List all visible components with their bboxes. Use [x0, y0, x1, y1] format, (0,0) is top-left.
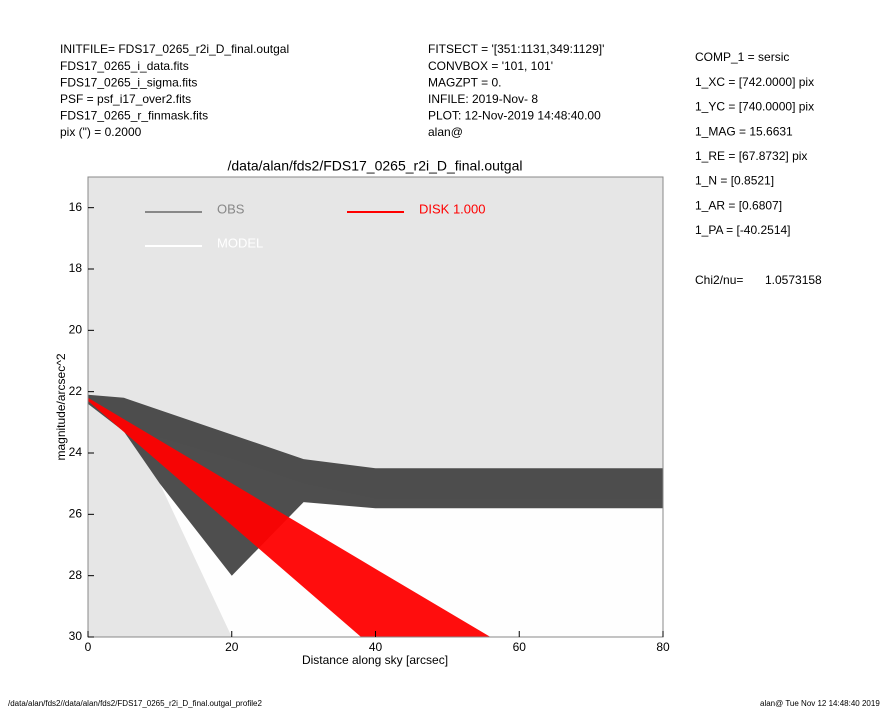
legend-label: OBS: [217, 201, 245, 216]
header-line: MAGZPT = 0.: [428, 75, 501, 89]
footer-path: /data/alan/fds2//data/alan/fds2/FDS17_02…: [8, 699, 263, 708]
x-tick-label: 20: [225, 640, 239, 654]
header-line: pix (") = 0.2000: [60, 125, 142, 139]
fit-parameter: 1_XC = [742.0000] pix: [695, 75, 814, 89]
y-tick-label: 22: [69, 384, 83, 398]
y-tick-label: 26: [69, 507, 83, 521]
x-tick-label: 60: [513, 640, 527, 654]
y-tick-label: 28: [69, 568, 83, 582]
fit-parameter: 1_RE = [67.8732] pix: [695, 149, 807, 163]
header-line: FITSECT = '[351:1131,349:1129]': [428, 42, 604, 56]
fit-parameter: 1_MAG = 15.6631: [695, 124, 793, 138]
y-tick-label: 30: [69, 629, 83, 643]
profile-band: [88, 394, 663, 576]
fit-parameter: 1_PA = [-40.2514]: [695, 223, 791, 237]
header-line: INITFILE= FDS17_0265_r2i_D_final.outgal: [60, 42, 289, 56]
header-line: CONVBOX = '101, 101': [428, 59, 553, 73]
header-line: PSF = psf_i17_over2.fits: [60, 92, 191, 106]
x-tick-label: 80: [656, 640, 670, 654]
header-line: FDS17_0265_r_finmask.fits: [60, 109, 208, 123]
y-tick-label: 16: [69, 200, 83, 214]
chi2-value: 1.0573158: [765, 273, 822, 287]
legend-label: MODEL: [217, 235, 263, 250]
header-line: FDS17_0265_i_sigma.fits: [60, 75, 197, 89]
fit-parameter: 1_N = [0.8521]: [695, 174, 774, 188]
chart-title: /data/alan/fds2/FDS17_0265_r2i_D_final.o…: [228, 158, 523, 174]
fit-parameter: 1_YC = [740.0000] pix: [695, 100, 814, 114]
x-tick-label: 40: [369, 640, 383, 654]
fit-parameter: COMP_1 = sersic: [695, 50, 789, 64]
y-tick-label: 20: [69, 323, 83, 337]
y-axis-label: magnitude/arcsec^2: [54, 353, 68, 460]
header-line: FDS17_0265_i_data.fits: [60, 59, 189, 73]
y-tick-label: 18: [69, 261, 83, 275]
footer-date: alan@ Tue Nov 12 14:48:40 2019: [760, 699, 880, 708]
header-line: PLOT: 12-Nov-2019 14:48:40.00: [428, 109, 601, 123]
y-tick-label: 24: [69, 445, 83, 459]
header-line: INFILE: 2019-Nov- 8: [428, 92, 538, 106]
chi2-label: Chi2/nu=: [695, 273, 743, 287]
x-axis-label: Distance along sky [arcsec]: [302, 653, 448, 667]
fit-parameter: 1_AR = [0.6807]: [695, 198, 782, 212]
header-line: alan@: [428, 125, 463, 139]
x-tick-label: 0: [85, 640, 92, 654]
bands: [88, 394, 663, 637]
legend-label: DISK 1.000: [419, 201, 486, 216]
